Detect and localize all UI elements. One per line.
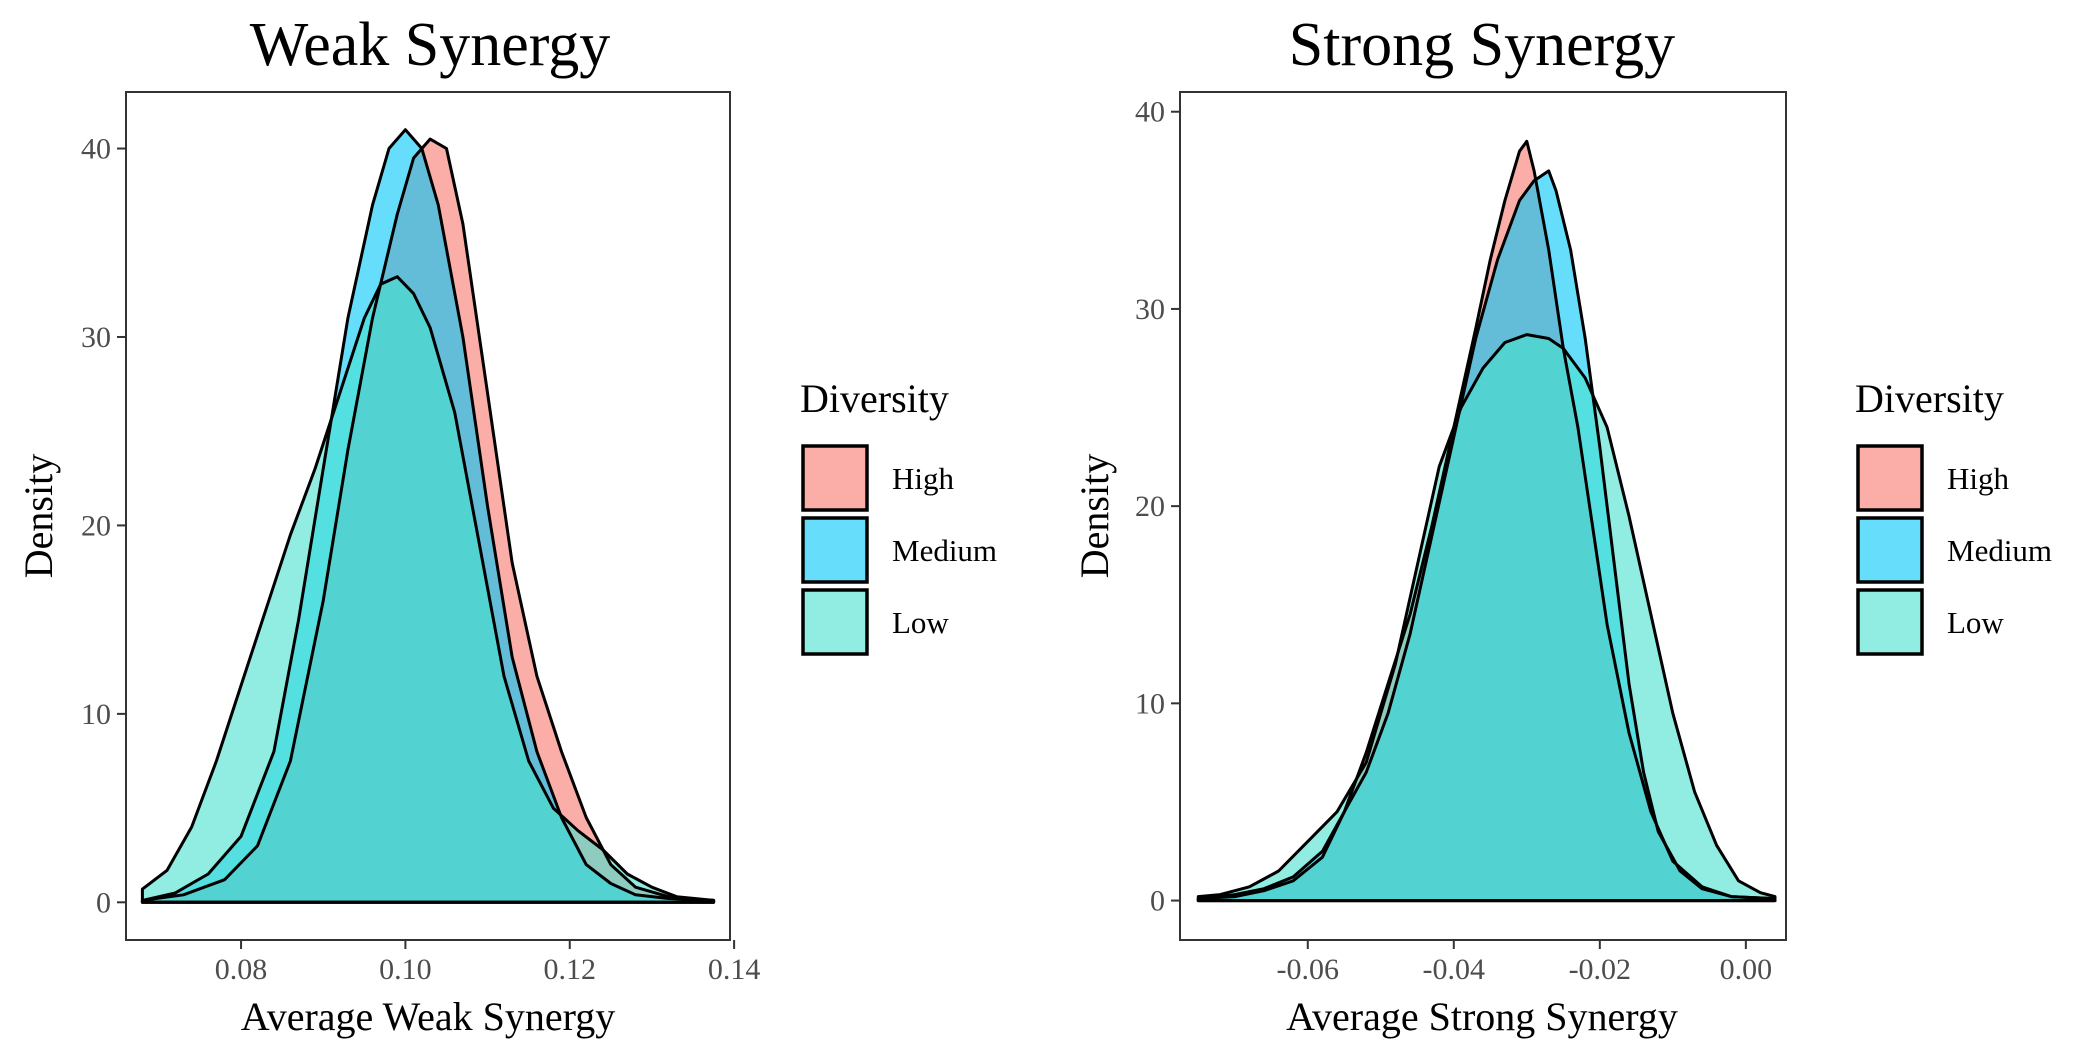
x-tick-label: -0.02 — [1569, 953, 1632, 986]
y-tick-label: 20 — [1135, 490, 1165, 523]
x-tick-label: -0.06 — [1277, 953, 1340, 986]
density-areas — [1198, 141, 1775, 901]
panel-strong-synergy: Strong Synergy -0.06 -0.04 -0.02 0.00 0 10 20… — [1072, 11, 2052, 1039]
density-outlines — [1196, 139, 1777, 903]
legend-label-high: High — [1947, 461, 2010, 496]
legend-items: High Medium Low — [1856, 444, 2052, 656]
y-tick-label: 0 — [96, 886, 111, 919]
density-areas — [142, 129, 714, 903]
legend-swatch-low — [801, 588, 869, 656]
density-area-low — [142, 276, 714, 903]
x-axis-ticks: -0.06 -0.04 -0.02 0.00 — [1277, 940, 1773, 986]
y-tick-label: 10 — [81, 698, 111, 731]
y-tick-label: 10 — [1135, 687, 1165, 720]
y-tick-label: 40 — [1135, 96, 1165, 129]
x-tick-label: 0.08 — [215, 953, 268, 986]
y-axis-label: Density — [16, 454, 61, 578]
density-outline-medium — [1196, 169, 1777, 903]
legend-label-low: Low — [892, 605, 949, 640]
y-tick-label: 40 — [81, 133, 111, 166]
y-tick-label: 0 — [1150, 885, 1165, 918]
legend: Diversity High Medium Low — [1855, 376, 2052, 656]
x-tick-label: 0.14 — [708, 953, 761, 986]
y-axis-ticks: 0 10 20 30 40 — [81, 133, 126, 919]
legend-swatch-medium — [801, 516, 869, 584]
x-axis-ticks: 0.08 0.10 0.12 0.14 — [215, 940, 761, 986]
legend-swatch-low — [1856, 588, 1924, 656]
y-axis-label: Density — [1072, 454, 1117, 578]
legend-label-medium: Medium — [892, 533, 997, 568]
x-axis-label: Average Strong Synergy — [1286, 994, 1678, 1039]
y-tick-label: 20 — [81, 509, 111, 542]
legend-swatch-high — [1856, 444, 1924, 512]
legend: Diversity High Medium Low — [800, 376, 997, 656]
legend-title: Diversity — [1855, 376, 2004, 421]
y-axis-ticks: 0 10 20 30 40 — [1135, 96, 1180, 918]
x-axis-label: Average Weak Synergy — [241, 994, 615, 1039]
panel-weak-synergy: Weak Synergy 0.08 0.10 0.12 0.14 010203040 … — [16, 11, 997, 1039]
density-outlines — [140, 128, 716, 904]
density-outline-low — [1196, 333, 1777, 903]
y-tick-label: 30 — [1135, 293, 1165, 326]
legend-label-low: Low — [1947, 605, 2004, 640]
density-outline-low — [140, 275, 716, 904]
legend-swatch-high — [801, 444, 869, 512]
legend-swatch-medium — [1856, 516, 1924, 584]
legend-label-medium: Medium — [1947, 533, 2052, 568]
density-area-low — [1198, 334, 1775, 901]
legend-items: High Medium Low — [801, 444, 997, 656]
x-tick-label: 0.10 — [379, 953, 432, 986]
y-tick-label: 30 — [81, 321, 111, 354]
plot-border — [125, 91, 731, 941]
density-outline-medium — [140, 128, 716, 904]
plot-border — [1179, 91, 1787, 941]
panel-title: Strong Synergy — [1289, 11, 1675, 79]
legend-title: Diversity — [800, 376, 949, 421]
x-tick-label: 0.12 — [544, 953, 597, 986]
x-tick-label: -0.04 — [1423, 953, 1486, 986]
legend-label-high: High — [892, 461, 955, 496]
x-tick-label: 0.00 — [1720, 953, 1773, 986]
panel-title: Weak Synergy — [250, 11, 611, 79]
